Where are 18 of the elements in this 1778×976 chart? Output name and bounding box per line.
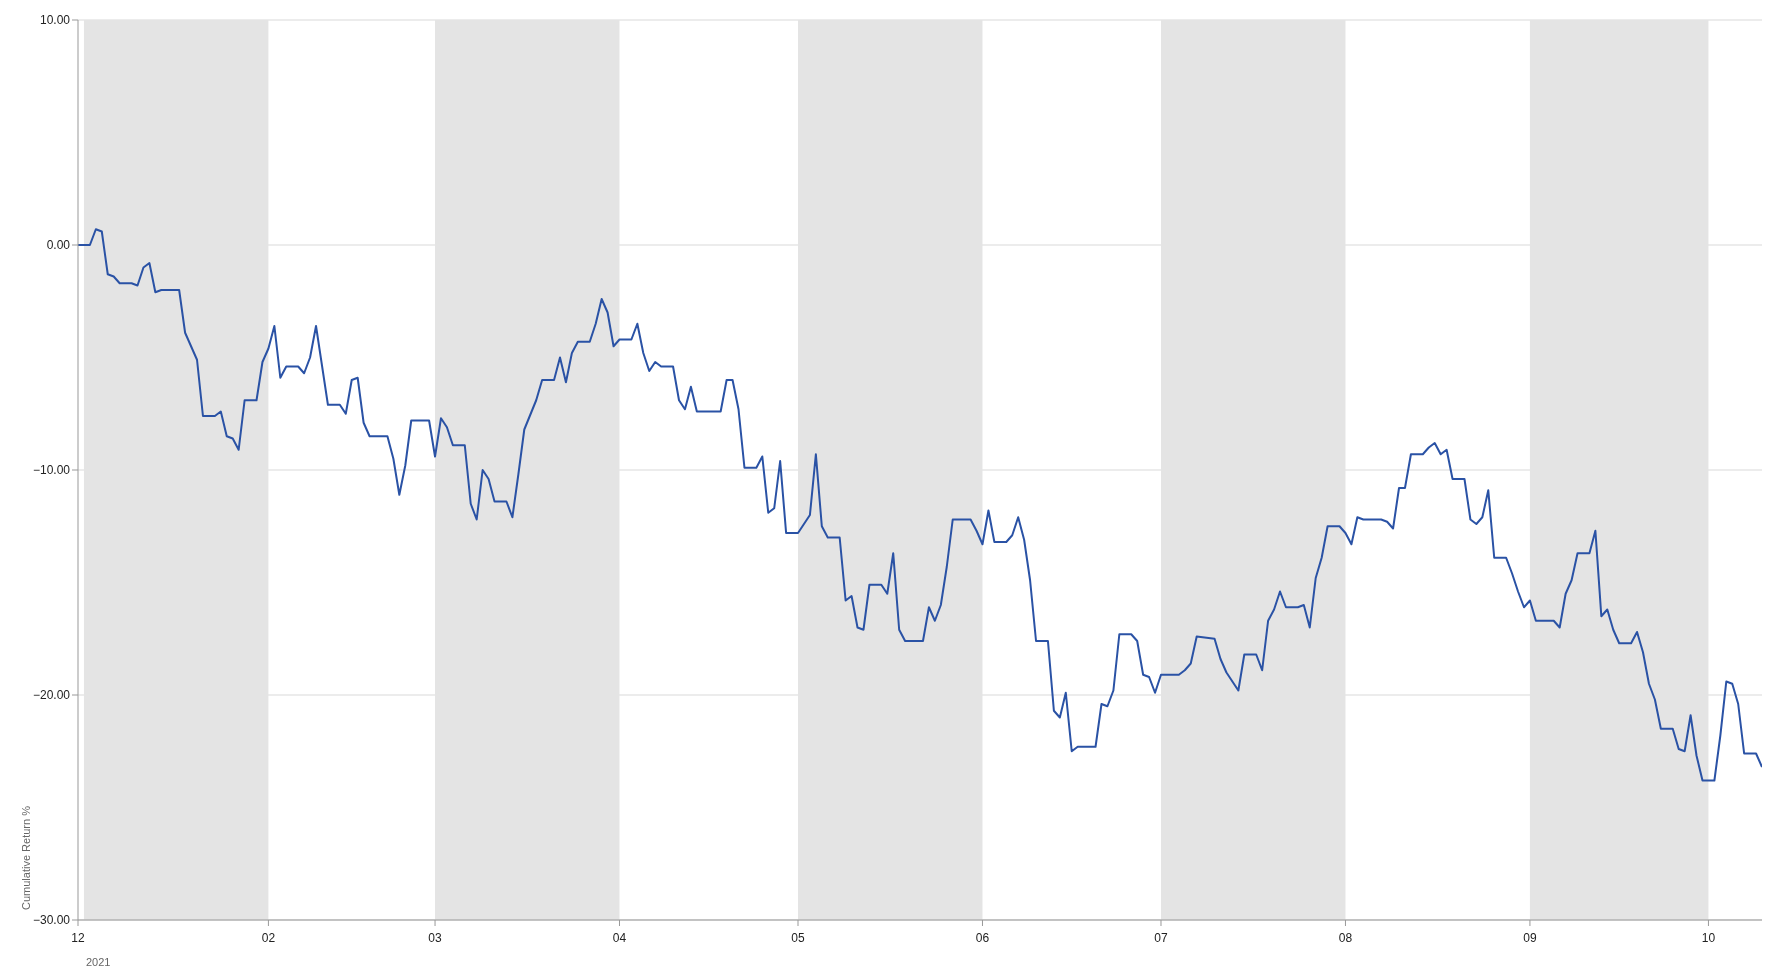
y-tick-label: 0.00: [46, 238, 71, 253]
y-tick-label: −30.00: [32, 913, 71, 928]
x-tick-label: 07: [1154, 931, 1168, 945]
line-series: [78, 228, 1762, 782]
y-tick-label: 10.00: [39, 13, 71, 28]
y-tick-label: −20.00: [32, 688, 71, 703]
y-axis-title: Cumulative Return %: [20, 805, 32, 910]
x-tick-label: 09: [1523, 931, 1537, 945]
x-tick-label: 08: [1338, 931, 1353, 945]
x-tick-label: 04: [612, 931, 627, 945]
x-tick-label: 02: [261, 931, 276, 945]
x-tick-label: 03: [428, 931, 443, 945]
x-tick-label: 05: [791, 931, 806, 945]
x-tick-label: 12: [71, 931, 85, 945]
y-tick-label: −10.00: [32, 463, 71, 478]
text: 2021: [86, 956, 111, 968]
x-tick-label: 10: [1701, 931, 1716, 945]
x-tick-label: 06: [975, 931, 990, 945]
